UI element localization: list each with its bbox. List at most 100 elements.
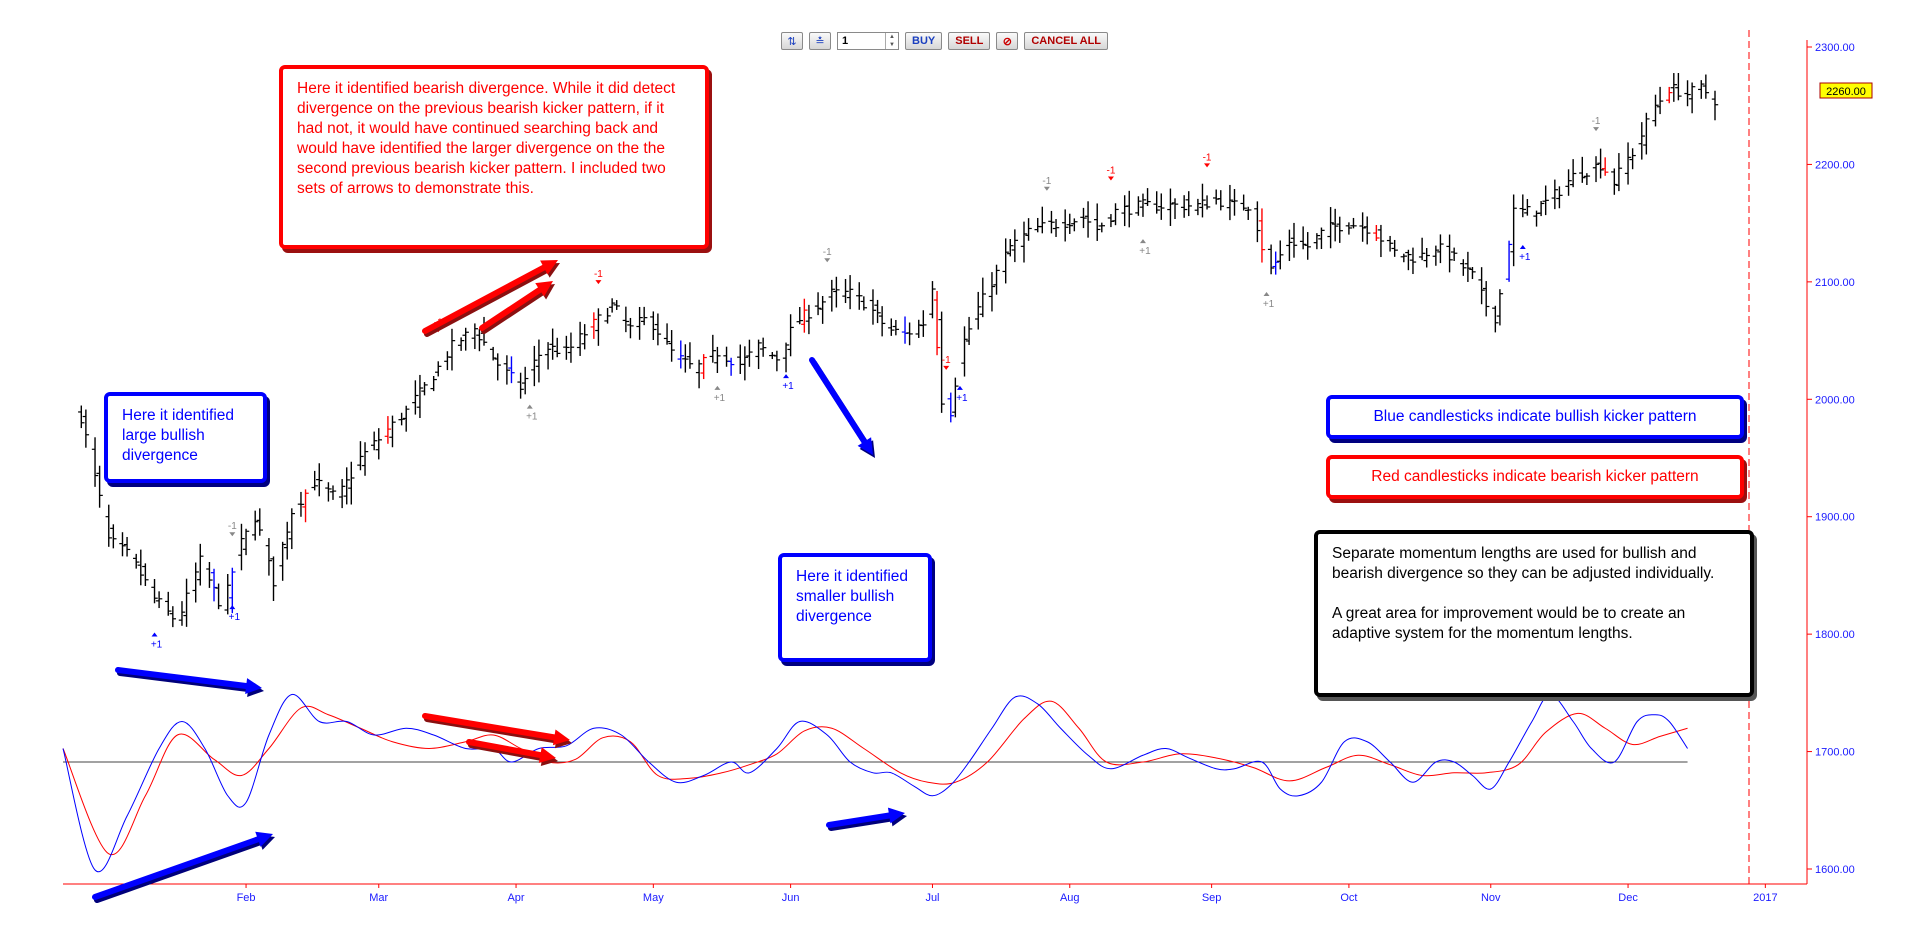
ohlc-bar	[1112, 203, 1119, 226]
last-price-value: 2260.00	[1826, 86, 1866, 98]
ohlc-bar	[819, 295, 826, 324]
ohlc-bar	[1565, 169, 1572, 196]
bearish-signal: -1	[823, 247, 832, 263]
signal-label: -1	[942, 355, 951, 366]
flatten-icon[interactable]: ⊘	[996, 32, 1019, 50]
ohlc-bar	[563, 335, 570, 360]
bearish-signal: -1	[228, 521, 237, 537]
momentum-slow-line	[62, 700, 1688, 856]
order-direction-icon[interactable]: ⇅	[781, 32, 803, 50]
ohlc-bar	[316, 463, 323, 497]
ohlc-bar	[1267, 244, 1275, 275]
ohlc-bar	[1217, 190, 1224, 211]
ohlc-bar	[979, 277, 987, 318]
ohlc-bar	[1569, 159, 1577, 188]
arrow-head	[538, 747, 556, 763]
ohlc-bar	[1496, 289, 1504, 326]
arrow-shaft	[826, 812, 893, 828]
ohlc-bar	[613, 300, 620, 310]
cancel-all-button[interactable]: CANCEL ALL	[1024, 32, 1109, 50]
ohlc-bar	[412, 380, 419, 415]
y-tick-label: 2200.00	[1815, 159, 1855, 171]
buy-button[interactable]: BUY	[905, 32, 943, 50]
ohlc-bar	[952, 377, 959, 418]
bearish-divergence-note: Here it identified bearish divergence. W…	[279, 65, 709, 249]
ohlc-bar	[727, 357, 735, 376]
ohlc-bar	[1199, 183, 1206, 218]
ohlc-bar	[430, 376, 437, 392]
bearish-kicker-legend-text: Red candlesticks indicate bearish kicker…	[1371, 468, 1699, 485]
order-type-icon[interactable]: ≛	[809, 32, 831, 50]
ohlc-bar	[110, 524, 117, 549]
ohlc-bar	[444, 351, 451, 371]
chart-frame	[63, 30, 1808, 885]
ohlc-bar	[508, 356, 515, 384]
ohlc-bar	[96, 465, 103, 508]
ohlc-bar	[361, 442, 369, 476]
quantity-spin-icon[interactable]: ▲ ▼	[885, 33, 898, 49]
ohlc-bar	[1551, 179, 1559, 210]
bullish-signal: +1	[151, 632, 163, 650]
signal-down-icon	[943, 365, 950, 370]
ohlc-bar	[1638, 122, 1645, 160]
ohlc-bar	[1450, 247, 1458, 262]
ohlc-bar	[737, 344, 744, 374]
ohlc-bar	[1203, 195, 1211, 210]
ohlc-bar	[554, 337, 561, 358]
ohlc-bar	[1505, 240, 1513, 282]
ohlc-bar	[1556, 186, 1563, 209]
ohlc-bar	[1542, 185, 1549, 216]
ohlc-bar	[828, 279, 836, 312]
ohlc-bar	[856, 282, 863, 310]
ohlc-bar	[192, 562, 199, 603]
signal-down-icon	[1107, 176, 1114, 181]
ohlc-bar	[1400, 253, 1408, 263]
bullish-signal: +1	[714, 385, 726, 404]
ohlc-bar	[1377, 224, 1385, 258]
large-bullish-note: Here it identified large bullish diverge…	[104, 392, 267, 483]
sell-button[interactable]: SELL	[948, 32, 991, 50]
ohlc-bar	[1675, 73, 1682, 101]
signal-label: -1	[1042, 176, 1051, 187]
y-axis: 2300.00 2200.00 2100.00 2000.00 1900.00 1800.…	[1807, 42, 1855, 876]
signal-label: -1	[594, 269, 603, 280]
arrow-momentum-bearish-2	[466, 739, 558, 766]
ohlc-bar	[494, 353, 501, 381]
ohlc-bar	[503, 355, 511, 385]
ohlc-bar	[123, 536, 131, 557]
x-tick-label: Oct	[1340, 892, 1357, 904]
ohlc-bar	[709, 334, 717, 363]
bullish-kicker-legend-text: Blue candlesticks indicate bullish kicke…	[1373, 408, 1697, 425]
ohlc-bar	[1336, 216, 1343, 243]
arrow-price-bullish-large	[115, 667, 264, 697]
ohlc-bar	[535, 339, 543, 383]
ohlc-bar	[1405, 249, 1412, 271]
ohlc-bar	[965, 316, 973, 346]
x-tick-label: Aug	[1060, 892, 1080, 904]
ohlc-bar	[1139, 193, 1147, 217]
ohlc-bar	[636, 306, 643, 340]
quantity-value[interactable]: 1	[842, 35, 849, 47]
signal-label: +1	[714, 393, 726, 404]
ohlc-bar	[695, 359, 703, 389]
ohlc-bar	[833, 276, 840, 308]
ohlc-bar	[581, 324, 588, 350]
ohlc-bar	[1231, 188, 1238, 216]
ohlc-bar	[370, 431, 378, 451]
arrow-price-bullish-small	[809, 357, 875, 458]
ohlc-bar	[137, 549, 144, 586]
ohlc-bar	[517, 372, 524, 399]
ohlc-bar	[91, 437, 99, 487]
quantity-stepper[interactable]: 1 ▲ ▼	[837, 32, 899, 50]
ohlc-bar	[1313, 233, 1321, 250]
ohlc-bar	[686, 342, 694, 369]
ohlc-bar	[1304, 232, 1311, 260]
signal-label: +1	[526, 412, 538, 423]
arrow-head	[255, 831, 273, 847]
ohlc-bar	[1318, 227, 1325, 249]
ohlc-bar	[398, 412, 405, 426]
ohlc-bar	[284, 521, 291, 560]
ohlc-bar	[476, 329, 483, 352]
x-tick-label: Sep	[1202, 892, 1222, 904]
arrow-head	[245, 678, 262, 694]
